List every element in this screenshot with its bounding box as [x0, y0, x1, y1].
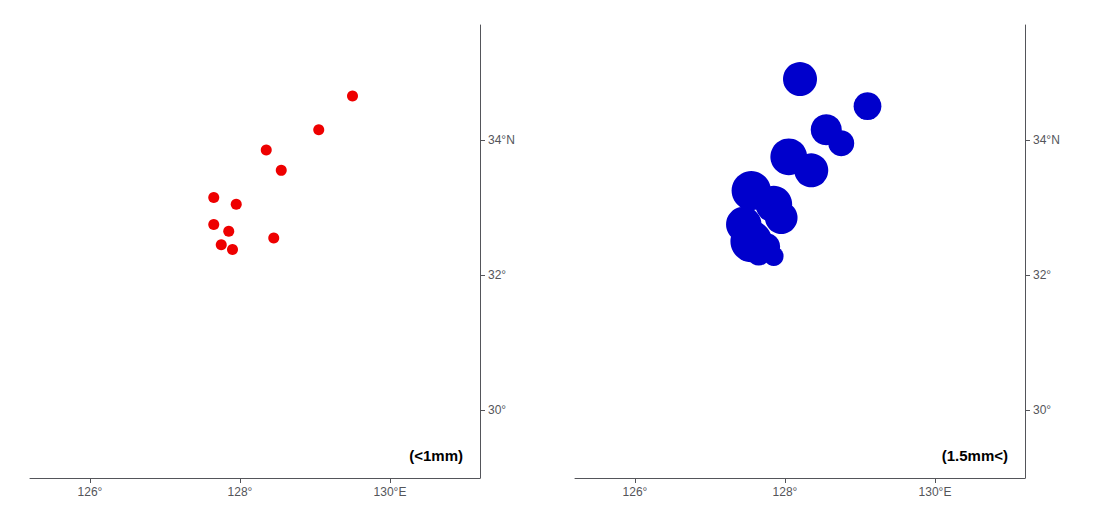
- svg-text:32°: 32°: [1033, 268, 1051, 282]
- svg-text:(1.5mm<): (1.5mm<): [942, 447, 1008, 464]
- svg-text:126°: 126°: [78, 485, 103, 499]
- svg-text:(<1mm): (<1mm): [409, 447, 463, 464]
- svg-text:128°: 128°: [228, 485, 253, 499]
- svg-text:126°: 126°: [623, 485, 648, 499]
- svg-text:32°: 32°: [488, 268, 506, 282]
- svg-text:34°N: 34°N: [1033, 133, 1060, 147]
- svg-text:30°: 30°: [1033, 403, 1051, 417]
- svg-text:128°: 128°: [773, 485, 798, 499]
- svg-text:130°E: 130°E: [374, 485, 407, 499]
- svg-text:30°: 30°: [488, 403, 506, 417]
- svg-text:130°E: 130°E: [919, 485, 952, 499]
- svg-text:34°N: 34°N: [488, 133, 515, 147]
